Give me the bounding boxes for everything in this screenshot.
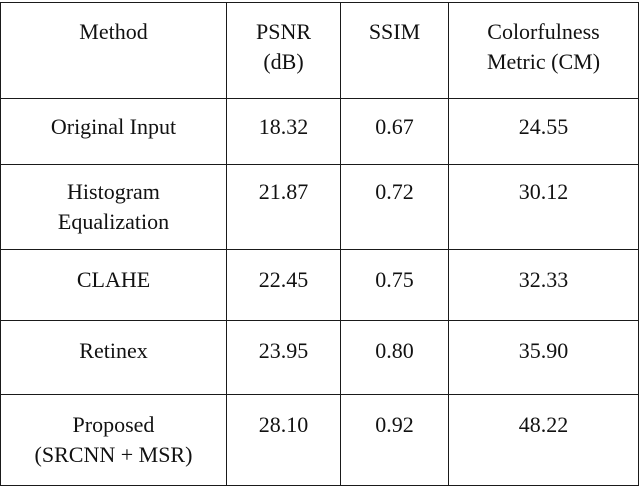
cell-cm: 24.55 — [448, 98, 639, 165]
table-row: CLAHE 22.45 0.75 32.33 — [0, 249, 639, 321]
cell-psnr: 18.32 — [226, 98, 341, 165]
cell-method: Retinex — [0, 320, 227, 395]
cell-cm: 48.22 — [448, 394, 639, 486]
cell-method: CLAHE — [0, 249, 227, 321]
cell-psnr: 21.87 — [226, 164, 341, 250]
table-row: Retinex 23.95 0.80 35.90 — [0, 320, 639, 395]
header-colorfulness-metric: Colorfulness Metric (CM) — [448, 2, 639, 99]
table-row: Proposed (SRCNN + MSR) 28.10 0.92 48.22 — [0, 394, 639, 486]
cell-ssim: 0.67 — [340, 98, 449, 165]
cell-psnr: 28.10 — [226, 394, 341, 486]
cell-cm: 32.33 — [448, 249, 639, 321]
cell-cm: 30.12 — [448, 164, 639, 250]
table-header-row: Method PSNR (dB) SSIM Colorfulness Metri… — [0, 2, 639, 99]
cell-cm: 35.90 — [448, 320, 639, 395]
header-psnr: PSNR (dB) — [226, 2, 341, 99]
cell-method: Proposed (SRCNN + MSR) — [0, 394, 227, 486]
cell-ssim: 0.92 — [340, 394, 449, 486]
header-method: Method — [0, 2, 227, 99]
cell-ssim: 0.80 — [340, 320, 449, 395]
header-ssim: SSIM — [340, 2, 449, 99]
table-row: Histogram Equalization 21.87 0.72 30.12 — [0, 164, 639, 250]
table-row: Original Input 18.32 0.67 24.55 — [0, 98, 639, 165]
cell-ssim: 0.75 — [340, 249, 449, 321]
cell-method: Original Input — [0, 98, 227, 165]
cell-psnr: 23.95 — [226, 320, 341, 395]
cell-ssim: 0.72 — [340, 164, 449, 250]
cell-method: Histogram Equalization — [0, 164, 227, 250]
cell-psnr: 22.45 — [226, 249, 341, 321]
